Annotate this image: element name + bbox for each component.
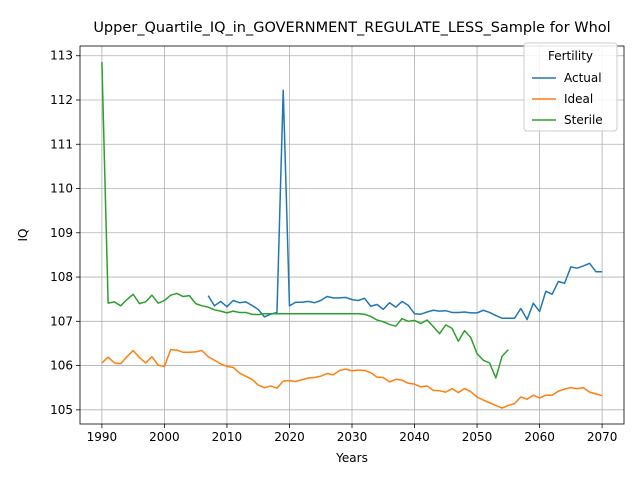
legend-label-sterile: Sterile <box>564 113 603 127</box>
x-tick-label: 2030 <box>337 430 368 444</box>
y-axis-label: IQ <box>16 229 30 242</box>
legend-items: Actual Ideal Sterile <box>532 71 603 127</box>
legend-label-actual: Actual <box>564 71 602 85</box>
x-tick-label: 2040 <box>399 430 430 444</box>
x-tick-label: 2070 <box>587 430 618 444</box>
y-tick-label: 110 <box>50 182 73 196</box>
tick-layer: 1990 2000 2010 2020 2030 2040 2050 2060 2070 105 1… <box>50 49 617 444</box>
x-tick-label: 2000 <box>149 430 180 444</box>
x-tick-label: 2010 <box>212 430 243 444</box>
y-tick-label: 106 <box>50 359 73 373</box>
series-line-sterile <box>101 61 509 379</box>
y-tick-label: 107 <box>50 314 73 328</box>
x-tick-label: 2050 <box>462 430 493 444</box>
y-tick-label: 113 <box>50 49 73 63</box>
y-tick-label: 108 <box>50 270 73 284</box>
y-tick-label: 105 <box>50 403 73 417</box>
grid-layer <box>80 46 624 424</box>
y-tick-label: 111 <box>50 137 73 151</box>
x-tick-label: 1990 <box>87 430 118 444</box>
x-axis-label: Years <box>335 451 368 465</box>
x-tick-label: 2020 <box>274 430 305 444</box>
series-line-ideal <box>101 348 603 409</box>
y-tick-label: 112 <box>50 93 73 107</box>
legend-label-ideal: Ideal <box>564 92 593 106</box>
chart-title: Upper_Quartile_IQ_in_GOVERNMENT_REGULATE… <box>93 20 610 36</box>
legend-box <box>523 42 618 132</box>
series-layer <box>101 61 603 409</box>
legend: Fertility Actual Ideal Sterile <box>523 42 618 132</box>
x-tick-label: 2060 <box>524 430 555 444</box>
y-tick-label: 109 <box>50 226 73 240</box>
legend-title: Fertility <box>548 49 593 63</box>
